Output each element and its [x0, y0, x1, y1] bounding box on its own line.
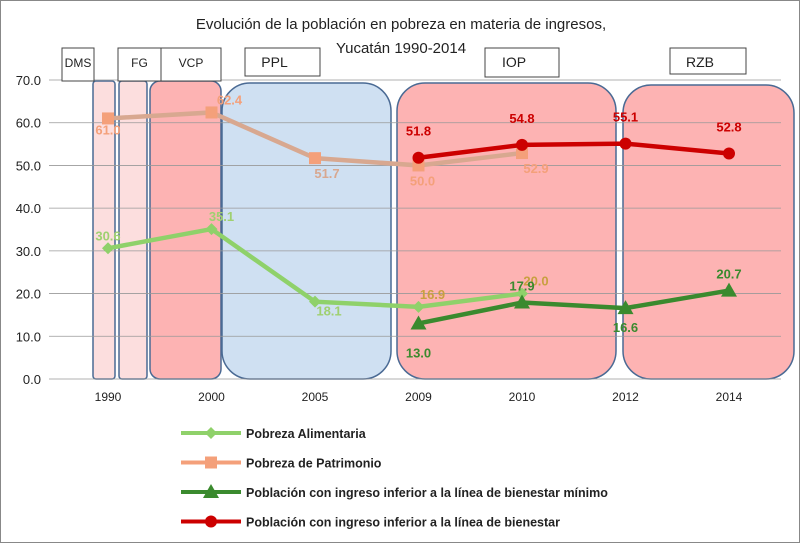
series-1: 61.0 62.4 51.7 50.0 52.9 [95, 92, 548, 188]
x-tick-label: 1990 [95, 390, 122, 404]
data-point-diamond [309, 295, 321, 308]
data-point-circle [619, 137, 632, 150]
legend-item: Pobreza de Patrimonio [181, 456, 382, 471]
annotation-box-rzb [669, 47, 747, 75]
x-tick-label: 2000 [198, 390, 225, 404]
data-label: 35.1 [209, 209, 234, 224]
data-label: 13.0 [406, 345, 431, 360]
annotation-box-fg [117, 47, 162, 82]
data-label: 51.8 [406, 124, 431, 139]
y-tick-label: 40.0 [16, 201, 41, 216]
series-line [418, 141, 730, 160]
data-label: 16.6 [613, 320, 638, 335]
annotation-label: VCP [179, 56, 204, 70]
y-tick-label: 50.0 [16, 158, 41, 173]
chart-subtitle: Yucatán 1990-2014 [336, 40, 466, 57]
y-tick-label: 70.0 [16, 73, 41, 88]
y-tick-label: 20.0 [16, 287, 41, 302]
data-label: 16.9 [420, 287, 445, 302]
annotation-label: PPL [261, 54, 288, 70]
annotation-box-vcp [160, 47, 222, 82]
data-point-circle [205, 515, 217, 528]
data-point-square [205, 106, 218, 119]
data-point-square [205, 456, 217, 469]
data-point-triangle [410, 315, 427, 330]
data-point-diamond [102, 242, 114, 255]
data-label: 52.9 [523, 161, 548, 176]
data-point-circle [516, 138, 528, 151]
data-label: 30.6 [95, 228, 120, 243]
annotation-box-dms [61, 47, 95, 82]
data-label: 18.1 [316, 304, 341, 319]
series-line [418, 288, 730, 326]
x-tick-label: 2012 [612, 390, 639, 404]
annotation-box-iop [484, 47, 560, 78]
x-tick-label: 2014 [716, 390, 743, 404]
series-2: 13.0 17.9 16.6 20.7 [406, 267, 742, 361]
series-0: 30.6 35.1 18.1 16.9 20.0 [95, 209, 548, 319]
region-rzb [622, 84, 795, 380]
data-point-diamond [412, 300, 425, 313]
data-point-diamond [205, 427, 217, 439]
data-label: 61.0 [95, 122, 120, 137]
data-label: 55.1 [613, 110, 638, 125]
annotation-label: DMS [65, 56, 92, 70]
data-label: 17.9 [509, 279, 534, 294]
data-point-circle [723, 147, 735, 160]
annotation-label: IOP [502, 54, 526, 70]
data-point-square [102, 112, 114, 125]
y-tick-label: 10.0 [16, 329, 41, 344]
data-point-circle [412, 151, 425, 164]
annotation-label: RZB [686, 54, 714, 70]
y-tick-label: 60.0 [16, 116, 41, 131]
data-label: 62.4 [217, 92, 243, 107]
legend-label: Pobreza Alimentaria [246, 427, 367, 441]
y-tick-label: 0.0 [23, 372, 41, 387]
legend-item: Población con ingreso inferior a la líne… [181, 484, 608, 500]
region-fg [118, 80, 148, 380]
data-point-diamond [205, 223, 218, 236]
series-3: 51.8 54.8 55.1 52.8 [406, 110, 742, 164]
chart-title: Evolución de la población en pobreza en … [196, 16, 606, 33]
x-tick-label: 2009 [405, 390, 432, 404]
legend-label: Población con ingreso inferior a la líne… [246, 516, 560, 530]
annotation-label: FG [131, 56, 148, 70]
legend-item: Población con ingreso inferior a la líne… [181, 515, 560, 530]
legend-item: Pobreza Alimentaria [181, 427, 367, 441]
data-label: 20.7 [716, 267, 741, 282]
data-label: 20.0 [523, 274, 548, 289]
legend-label: Población con ingreso inferior a la líne… [246, 486, 608, 500]
data-label: 50.0 [410, 173, 435, 188]
data-point-triangle [617, 300, 634, 315]
x-tick-label: 2010 [509, 390, 536, 404]
legend-label: Pobreza de Patrimonio [246, 457, 382, 471]
y-tick-label: 30.0 [16, 244, 41, 259]
data-point-triangle [721, 282, 737, 297]
data-point-diamond [516, 287, 528, 300]
data-label: 52.8 [716, 119, 741, 134]
data-point-triangle [514, 294, 530, 309]
data-label: 54.8 [509, 111, 534, 126]
data-point-square [309, 152, 321, 165]
annotation-box-ppl [244, 47, 321, 77]
data-point-triangle [203, 484, 219, 498]
x-tick-label: 2005 [302, 390, 329, 404]
data-label: 51.7 [314, 166, 339, 181]
